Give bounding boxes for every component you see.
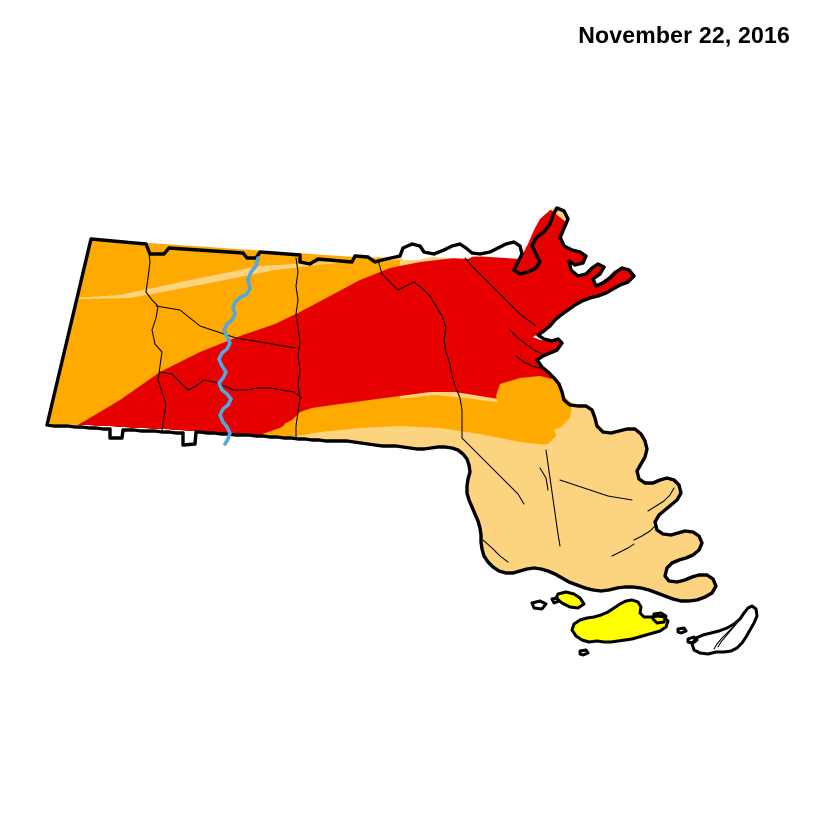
island-outline-chappaquiddick [651, 611, 668, 625]
drought-area-D2-severe-west [47, 206, 380, 430]
page-title: November 22, 2016 [578, 22, 790, 48]
county-line-hampshire-hampden [159, 371, 303, 399]
county-line-plymouth-barnstable [559, 479, 633, 501]
county-line-worcester-middlesex [377, 259, 463, 439]
drought-area-D2-severe-north-coast [496, 376, 572, 432]
county-line-bristol-plymouth [545, 449, 561, 547]
drought-area-D0-marthas-vineyard [572, 600, 668, 642]
drought-area-D3-extreme [56, 206, 640, 442]
island-detail-nantucket-harbor [713, 621, 739, 650]
county-line-middlesex-essex [464, 257, 537, 327]
island-outline-marthas-vineyard [570, 598, 670, 644]
island-outline-penikese [550, 596, 561, 605]
county-line-norfolk-plymouth [461, 437, 525, 505]
island-outline-nantucket [690, 604, 759, 656]
island-outline-cuttyhunk [530, 599, 548, 611]
county-line-bristol-interior [482, 467, 549, 563]
county-line-berkshire-east [145, 245, 167, 431]
county-line-suffolk-norfolk [509, 329, 543, 369]
island-outline-tuckernuck [686, 635, 699, 645]
drought-area-D2-severe-southeast-band [284, 342, 580, 446]
island-outline-muskeget [676, 626, 688, 635]
state-outline-massachusetts [45, 206, 718, 603]
connecticut-river [217, 256, 260, 446]
coastline-detail-cape-cod [611, 487, 675, 557]
island-outline-noman [578, 648, 590, 657]
county-line-franklin-worcester [295, 257, 301, 439]
